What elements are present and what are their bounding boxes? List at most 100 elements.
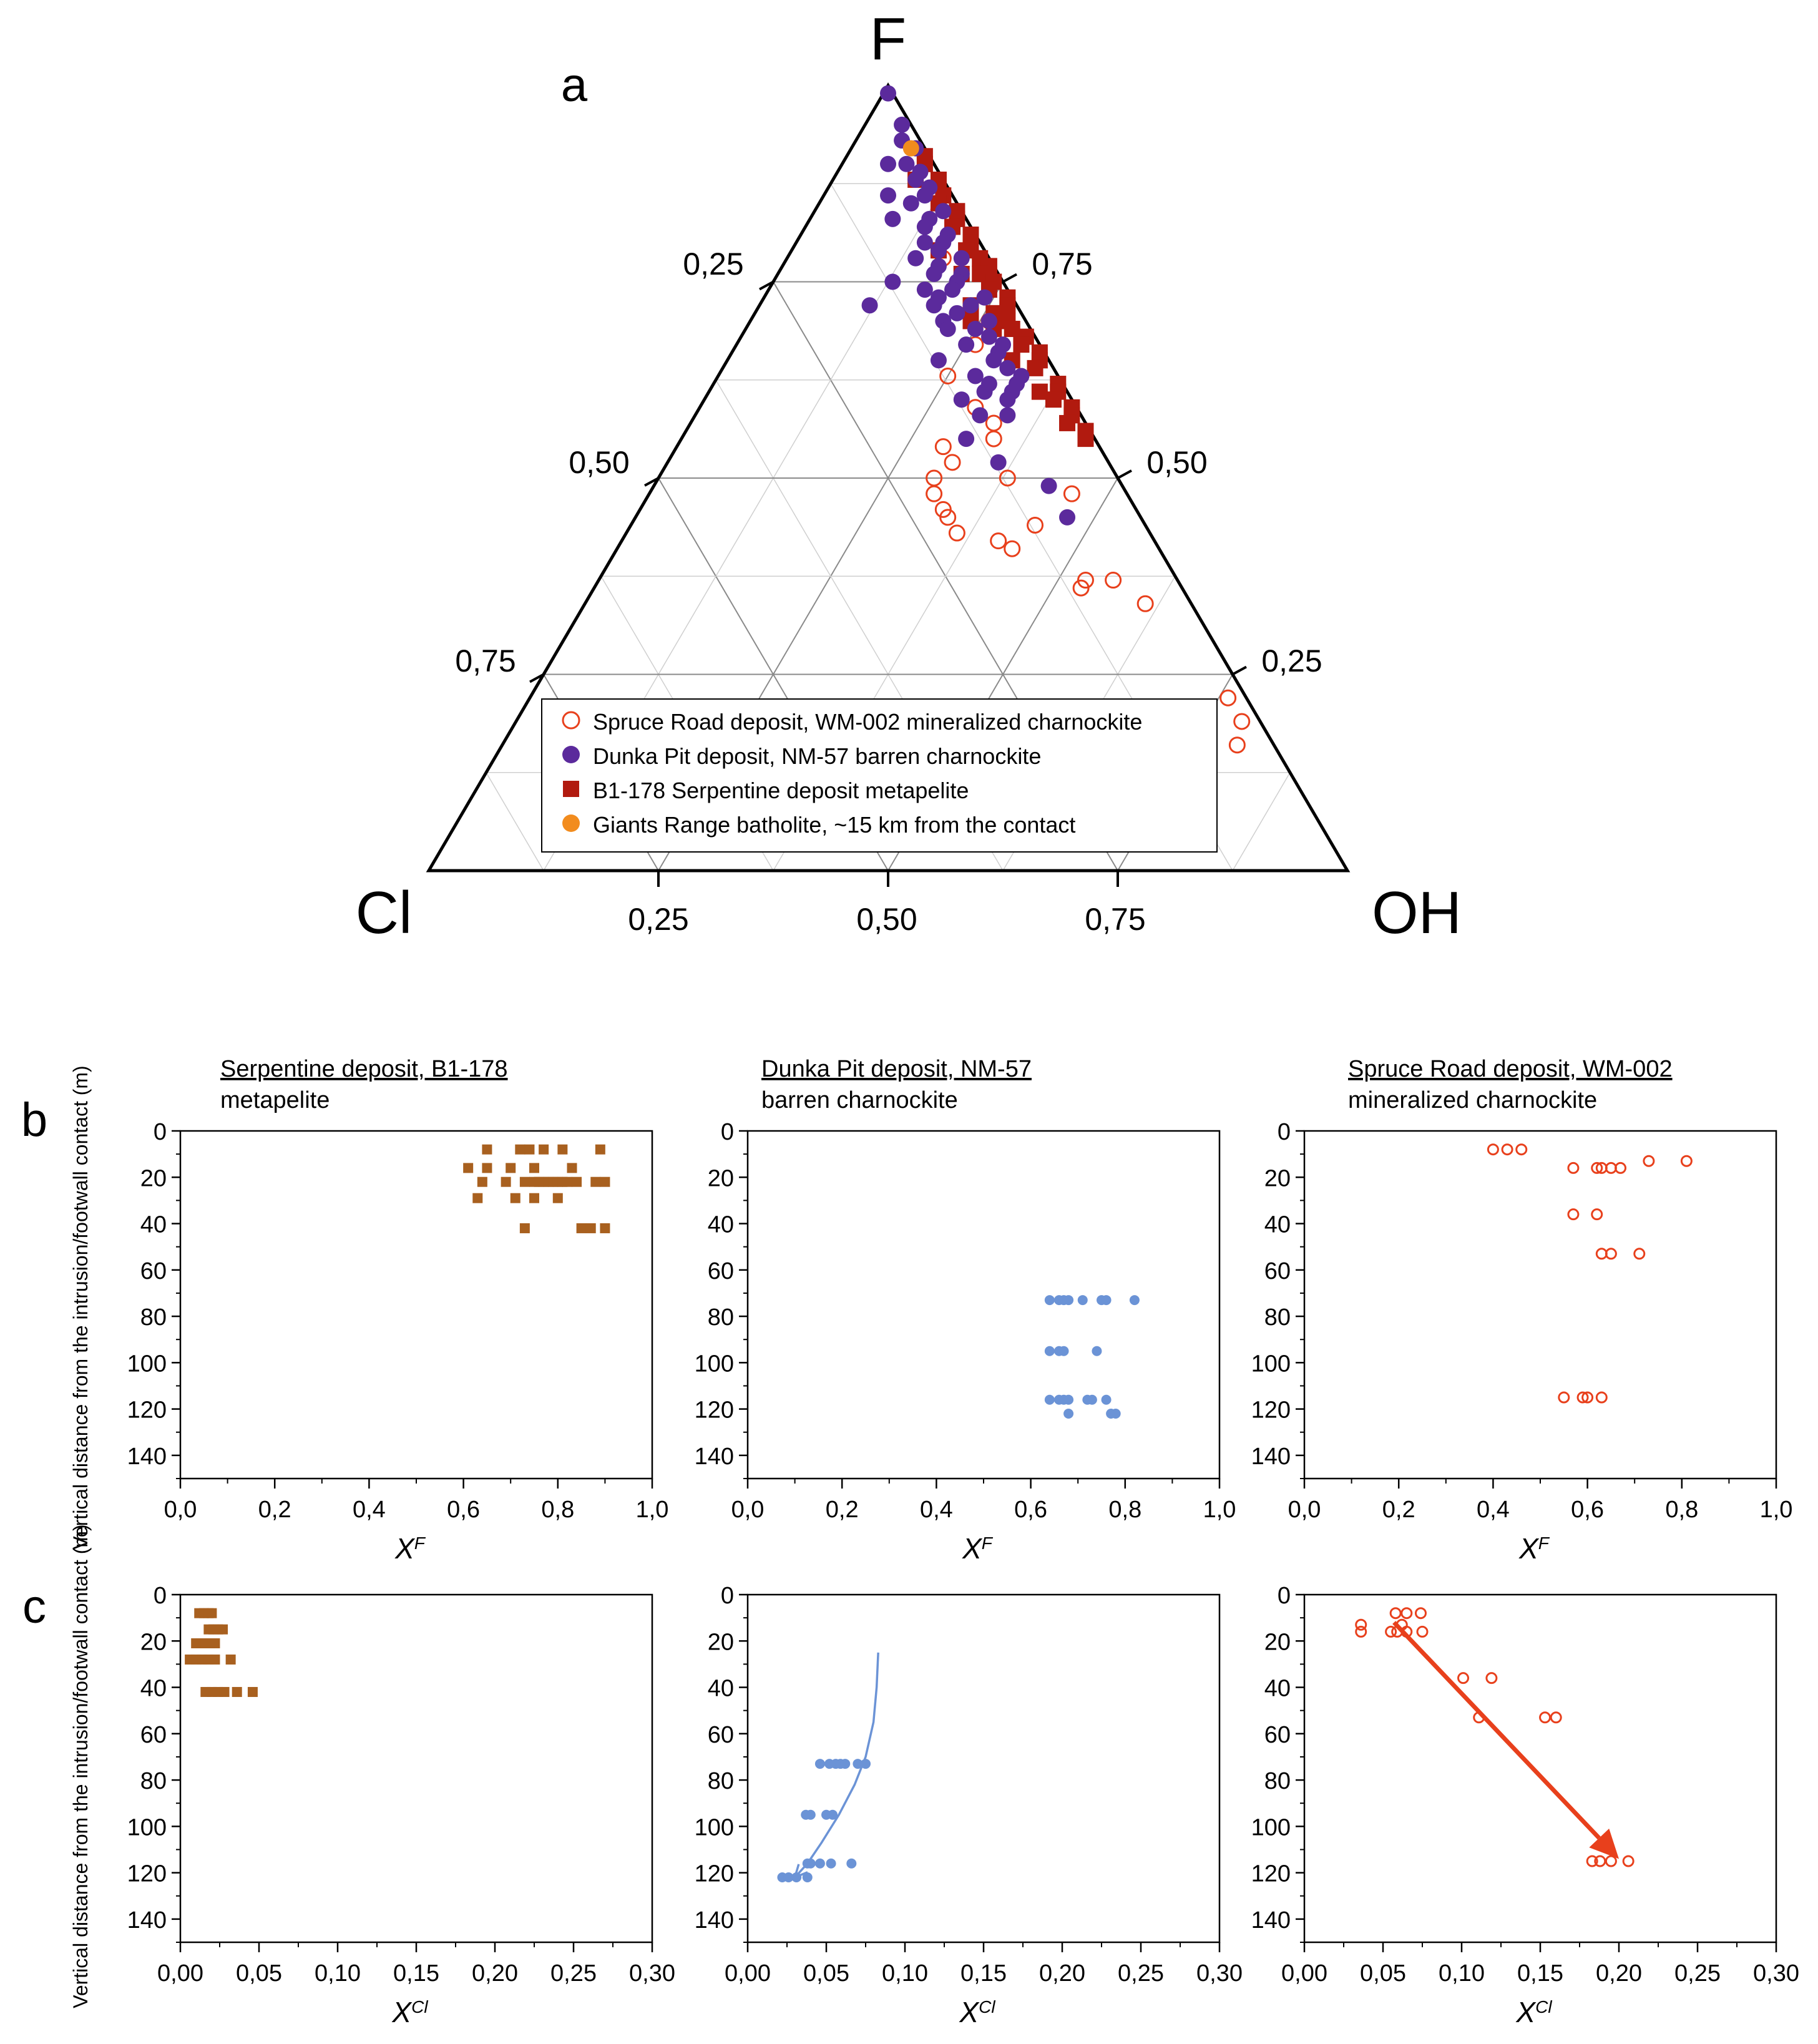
- data-point-dunka: [999, 359, 1016, 376]
- y-tick-label: 140: [1251, 1907, 1291, 1934]
- ternary-ticks: [529, 273, 1247, 887]
- data-point-dunka: [953, 391, 970, 408]
- data-point: [600, 1223, 610, 1233]
- tick-mark: [1117, 469, 1132, 479]
- tick-label-bottom-075: 0,75: [1085, 902, 1145, 937]
- panel-b2-title: Dunka Pit deposit, NM-57: [761, 1056, 1032, 1082]
- data-point-spruce: [1136, 595, 1154, 612]
- data-point-spruce: [934, 438, 952, 456]
- y-tick-label: 100: [127, 1351, 167, 1377]
- y-tick-label: 40: [708, 1676, 734, 1702]
- x-tick-label: 0,25: [1674, 1960, 1721, 1987]
- data-point-dunka: [939, 320, 956, 337]
- x-tick-label: 0,30: [1753, 1960, 1799, 1987]
- data-point-dunka: [930, 242, 947, 259]
- y-tick-label: 100: [1251, 1351, 1291, 1377]
- x-axis-title: XCl: [1515, 1996, 1552, 2028]
- data-point: [1101, 1295, 1112, 1306]
- data-point: [567, 1163, 577, 1173]
- data-point-dunka: [953, 250, 970, 267]
- x-tick-label: 0,8: [1665, 1497, 1698, 1523]
- data-point-dunka: [949, 305, 965, 321]
- x-tick-label: 0,6: [447, 1497, 480, 1523]
- x-tick-label: 0,6: [1014, 1497, 1047, 1523]
- panel-label-b: b: [21, 1093, 47, 1147]
- x-tick-label: 0,4: [920, 1497, 953, 1523]
- data-point: [1092, 1346, 1102, 1356]
- data-point: [1385, 1625, 1397, 1638]
- data-point: [826, 1858, 836, 1869]
- data-point: [1605, 1855, 1617, 1867]
- data-point-spruce: [948, 524, 965, 542]
- data-point: [1044, 1394, 1055, 1405]
- data-point: [1581, 1391, 1594, 1404]
- data-point: [210, 1638, 220, 1648]
- panel-c1-serpentine-xcl: 0 20 40 60 80 100 120 140 0,00 0,05 0,10 0,15 0,20 0,…: [127, 1583, 675, 2028]
- data-point: [576, 1223, 587, 1233]
- data-point: [1485, 1672, 1498, 1685]
- data-point: [853, 1759, 863, 1769]
- legend-marker-giants-range: [562, 814, 580, 832]
- data-point: [1539, 1711, 1552, 1724]
- data-point: [207, 1608, 217, 1618]
- y-tick-label: 40: [1264, 1676, 1291, 1702]
- data-point: [506, 1163, 516, 1173]
- data-point-dunka: [884, 273, 901, 290]
- y-tick-label: 80: [708, 1304, 734, 1331]
- y-tick-label: 80: [1264, 1304, 1291, 1331]
- data-point-dunka: [880, 155, 896, 172]
- x-tick-label: 0,05: [1360, 1960, 1406, 1987]
- panel-b1-title: Serpentine deposit, B1-178: [220, 1056, 508, 1082]
- x-tick-label: 0,0: [164, 1497, 197, 1523]
- data-point-dunka: [1040, 477, 1057, 494]
- data-point: [1680, 1155, 1693, 1167]
- x-tick-label: 0,2: [826, 1497, 859, 1523]
- data-point: [210, 1654, 220, 1665]
- data-point: [1558, 1391, 1570, 1404]
- data-point: [805, 1809, 816, 1820]
- data-point: [1643, 1155, 1655, 1167]
- data-point: [1063, 1409, 1074, 1419]
- data-point-dunka: [926, 265, 942, 282]
- data-point: [1101, 1394, 1112, 1405]
- panel-c2-dunka-xcl: 0 20 40 60 80 100 120 140 0,00 0,05 0,10 0,15 0,20 0,…: [695, 1583, 1243, 2028]
- data-point: [539, 1144, 549, 1155]
- x-tick-label: 0,25: [1118, 1960, 1164, 1987]
- data-point: [519, 1223, 530, 1233]
- data-point: [1550, 1711, 1562, 1724]
- x-tick-label: 0,15: [393, 1960, 439, 1987]
- y-tick-label: 0: [1278, 1583, 1291, 1609]
- data-point-spruce: [1027, 516, 1044, 534]
- data-point: [247, 1686, 258, 1697]
- y-tick-label: 60: [708, 1258, 734, 1284]
- data-point-spruce: [985, 430, 1002, 447]
- data-point: [595, 1144, 605, 1155]
- data-point-dunka: [958, 431, 975, 447]
- panel-b1-serpentine-xf: 0 20 40 60 80 100 120 140 0,0 0,2 0,4 0,6 0,8 1,0 XF: [127, 1119, 669, 1565]
- trend-arrow-shaft: [1392, 1621, 1601, 1840]
- data-point-dunka: [898, 155, 915, 172]
- data-point: [1063, 1295, 1074, 1306]
- data-point-spruce: [1063, 485, 1080, 502]
- data-point: [1044, 1295, 1055, 1306]
- ternary-plot: F Cl OH 0,25 0,50 0,75 0,75 0,50 0,25 0,…: [356, 6, 1462, 946]
- data-point: [1355, 1625, 1367, 1638]
- data-point-spruce: [939, 367, 957, 384]
- data-point: [562, 1176, 572, 1187]
- panel-b3-spruce-xf: 0 20 40 60 80 100 120 140 0,0 0,2 0,4 0,6 0,8 1,0 XF: [1251, 1119, 1793, 1565]
- y-tick-label: 20: [708, 1165, 734, 1191]
- data-point: [232, 1686, 242, 1697]
- y-tick-label: 80: [140, 1768, 167, 1794]
- data-point: [1594, 1855, 1606, 1867]
- data-point-dunka: [884, 210, 901, 227]
- data-point: [1058, 1346, 1069, 1356]
- data-point: [1389, 1607, 1402, 1620]
- x-tick-label: 0,20: [1039, 1960, 1085, 1987]
- ternary-points: [861, 85, 1251, 754]
- y-tick-label: 20: [140, 1629, 167, 1655]
- data-point: [791, 1872, 802, 1883]
- panel-b3-title: Spruce Road deposit, WM-002: [1348, 1056, 1673, 1082]
- trend-curve: [794, 1652, 879, 1879]
